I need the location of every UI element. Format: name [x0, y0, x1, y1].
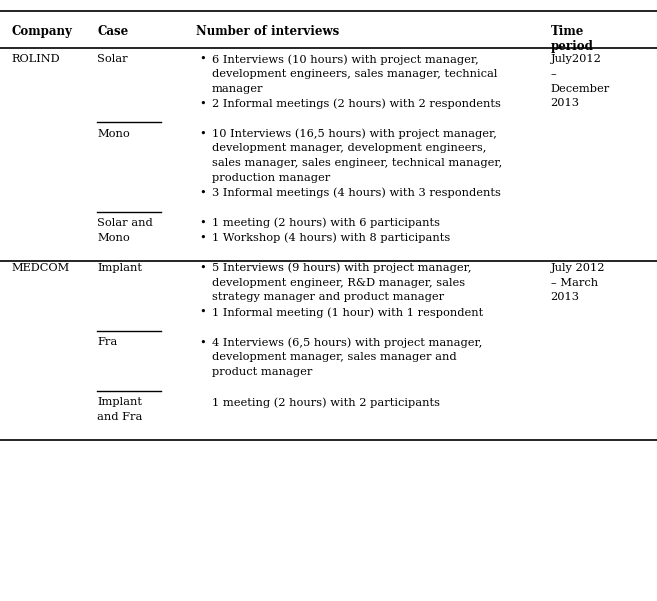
Text: ROLIND: ROLIND — [12, 54, 60, 64]
Text: 2013: 2013 — [551, 292, 579, 302]
Text: MEDCOM: MEDCOM — [12, 263, 70, 273]
Text: July2012: July2012 — [551, 54, 601, 64]
Text: Time
period: Time period — [551, 25, 593, 53]
Text: 3 Informal meetings (4 hours) with 3 respondents: 3 Informal meetings (4 hours) with 3 res… — [212, 188, 501, 198]
Text: sales manager, sales engineer, technical manager,: sales manager, sales engineer, technical… — [212, 158, 502, 168]
Text: development engineer, R&D manager, sales: development engineer, R&D manager, sales — [212, 278, 464, 288]
Text: Fra: Fra — [97, 337, 118, 347]
Text: •: • — [199, 188, 206, 198]
Text: •: • — [199, 218, 206, 228]
Text: Implant: Implant — [97, 263, 142, 273]
Text: •: • — [199, 98, 206, 108]
Text: •: • — [199, 233, 206, 243]
Text: development manager, development engineers,: development manager, development enginee… — [212, 143, 486, 153]
Text: 6 Interviews (10 hours) with project manager,: 6 Interviews (10 hours) with project man… — [212, 54, 478, 65]
Text: 4 Interviews (6,5 hours) with project manager,: 4 Interviews (6,5 hours) with project ma… — [212, 337, 482, 348]
Text: –: – — [551, 69, 556, 79]
Text: •: • — [199, 337, 206, 347]
Text: Implant: Implant — [97, 397, 142, 407]
Text: manager: manager — [212, 84, 263, 94]
Text: 2013: 2013 — [551, 98, 579, 108]
Text: 1 Workshop (4 hours) with 8 participants: 1 Workshop (4 hours) with 8 participants — [212, 233, 450, 243]
Text: Solar and: Solar and — [97, 218, 153, 228]
Text: July 2012: July 2012 — [551, 263, 605, 273]
Text: development manager, sales manager and: development manager, sales manager and — [212, 352, 456, 362]
Text: Mono: Mono — [97, 233, 130, 243]
Text: 1 meeting (2 hours) with 2 participants: 1 meeting (2 hours) with 2 participants — [212, 397, 440, 408]
Text: Mono: Mono — [97, 129, 130, 139]
Text: •: • — [199, 54, 206, 64]
Text: strategy manager and product manager: strategy manager and product manager — [212, 292, 443, 302]
Text: product manager: product manager — [212, 367, 312, 377]
Text: •: • — [199, 129, 206, 139]
Text: December: December — [551, 84, 610, 94]
Text: 5 Interviews (9 hours) with project manager,: 5 Interviews (9 hours) with project mana… — [212, 263, 471, 273]
Text: Number of interviews: Number of interviews — [196, 25, 339, 38]
Text: 2 Informal meetings (2 hours) with 2 respondents: 2 Informal meetings (2 hours) with 2 res… — [212, 98, 501, 109]
Text: production manager: production manager — [212, 172, 330, 183]
Text: 1 meeting (2 hours) with 6 participants: 1 meeting (2 hours) with 6 participants — [212, 218, 440, 228]
Text: Solar: Solar — [97, 54, 128, 64]
Text: 1 Informal meeting (1 hour) with 1 respondent: 1 Informal meeting (1 hour) with 1 respo… — [212, 307, 483, 318]
Text: – March: – March — [551, 278, 598, 288]
Text: development engineers, sales manager, technical: development engineers, sales manager, te… — [212, 69, 497, 79]
Text: and Fra: and Fra — [97, 412, 143, 422]
Text: •: • — [199, 263, 206, 273]
Text: 10 Interviews (16,5 hours) with project manager,: 10 Interviews (16,5 hours) with project … — [212, 129, 497, 139]
Text: Company: Company — [12, 25, 73, 38]
Text: •: • — [199, 307, 206, 317]
Text: Case: Case — [97, 25, 129, 38]
